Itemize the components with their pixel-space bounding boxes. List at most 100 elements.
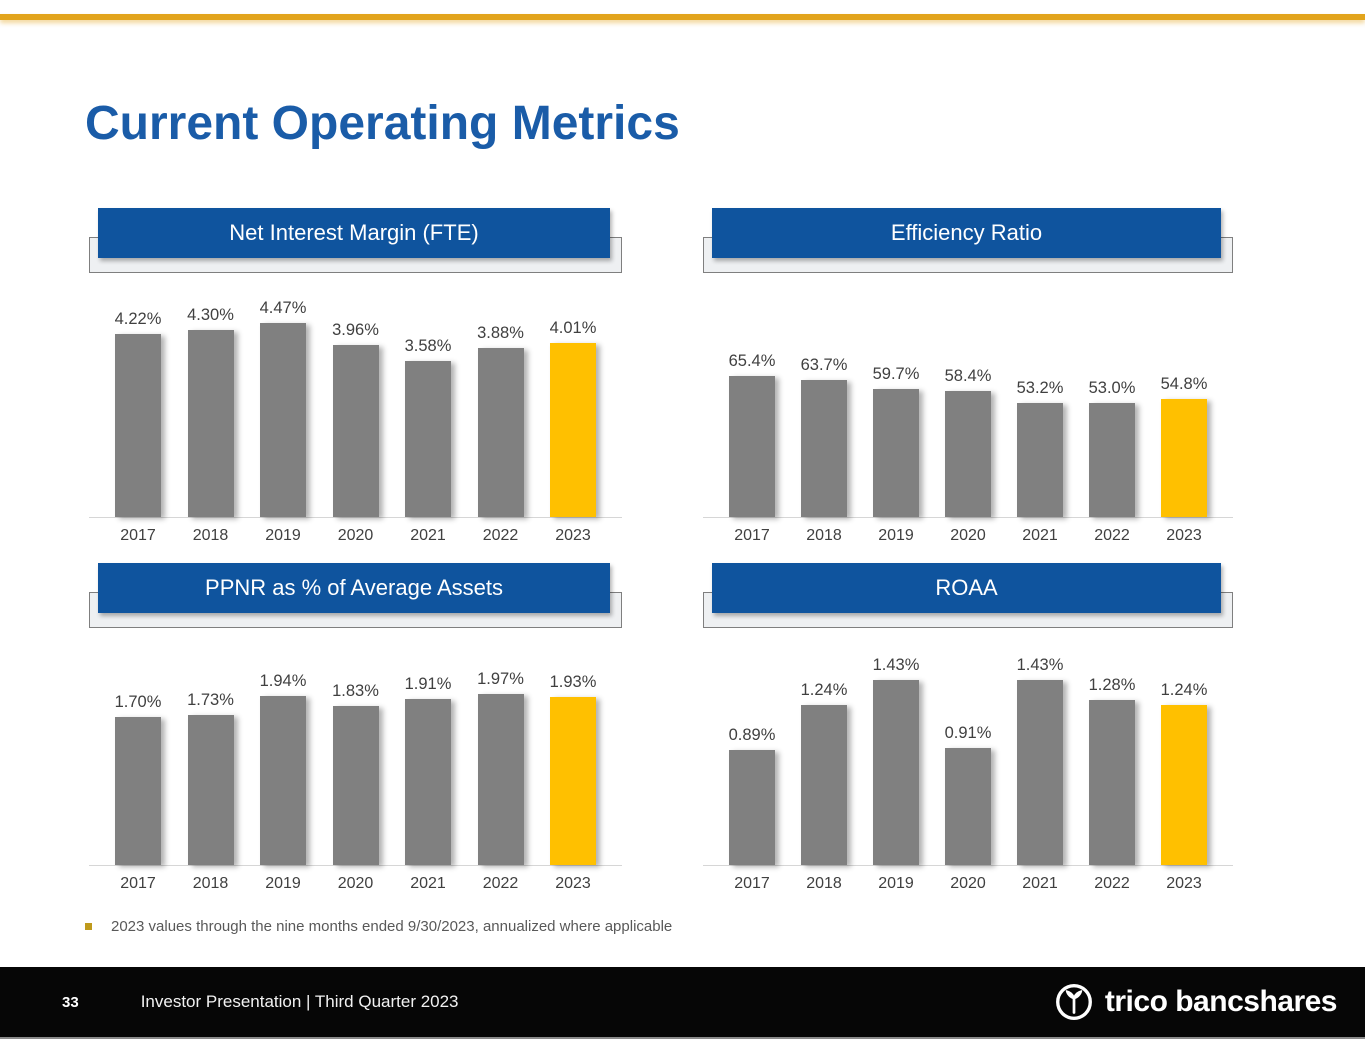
bar-2017 xyxy=(729,376,775,517)
highlight-bar-2023 xyxy=(550,697,596,865)
bar-column-2019: 4.47% xyxy=(260,299,306,517)
bar-column-2019: 1.94% xyxy=(260,672,306,865)
value-label: 53.2% xyxy=(1016,379,1064,397)
bar-column-2020: 1.83% xyxy=(332,682,379,865)
x-axis-labels: 2017 2018 2019 2020 2021 2022 2023 xyxy=(89,875,622,893)
value-label: 1.73% xyxy=(187,691,234,709)
x-axis-label-2023: 2023 xyxy=(1166,875,1202,892)
x-axis-label-2022: 2022 xyxy=(482,527,519,544)
x-axis-label-2021: 2021 xyxy=(410,875,446,892)
x-axis-label-2019: 2019 xyxy=(878,527,914,544)
chart-panel-efficiency-ratio: Efficiency Ratio 65.4% 63.7% 59.7% 58.4% 53.… xyxy=(703,208,1233,545)
chart-header: Net Interest Margin (FTE) xyxy=(89,208,622,278)
x-axis-label-2018: 2018 xyxy=(806,527,842,544)
bar-2019 xyxy=(260,696,306,865)
footnote: 2023 values through the nine months ende… xyxy=(85,918,672,935)
x-axis-labels: 2017 2018 2019 2020 2021 2022 2023 xyxy=(89,527,622,545)
bar-column-2023: 1.93% xyxy=(550,673,596,865)
value-label: 3.96% xyxy=(332,321,379,339)
bar-column-2022: 3.88% xyxy=(477,324,524,517)
bar-chart-roaa: 0.89% 1.24% 1.43% 0.91% 1.43% 1.28% 1.24% xyxy=(703,633,1233,865)
bar-column-2017: 65.4% xyxy=(729,352,775,517)
bar-2019 xyxy=(873,389,919,517)
company-logo: trico bancshares xyxy=(1053,981,1338,1023)
chart-title: PPNR as % of Average Assets xyxy=(205,575,503,600)
bar-column-2018: 1.73% xyxy=(187,691,234,865)
bar-2022 xyxy=(1089,403,1135,517)
bar-2022 xyxy=(477,348,524,517)
x-axis-label-2021: 2021 xyxy=(1022,527,1058,544)
value-label: 1.70% xyxy=(114,693,162,711)
x-axis-line xyxy=(89,865,622,866)
chart-header: PPNR as % of Average Assets xyxy=(89,563,622,633)
value-label: 1.93% xyxy=(549,673,597,691)
bar-2020 xyxy=(332,345,379,517)
highlight-bar-2023 xyxy=(1161,399,1207,517)
bar-column-2017: 1.70% xyxy=(115,693,161,865)
bar-2018 xyxy=(801,380,847,517)
bar-column-2023: 54.8% xyxy=(1161,375,1207,517)
footer-presentation-label: Investor Presentation | Third Quarter 20… xyxy=(140,992,459,1011)
value-label: 0.89% xyxy=(728,726,776,744)
bar-2018 xyxy=(801,705,847,865)
bar-column-2021: 1.43% xyxy=(1017,656,1063,865)
bar-column-2019: 1.43% xyxy=(873,656,919,865)
value-label: 53.0% xyxy=(1088,379,1136,397)
highlight-bar-2023 xyxy=(1161,705,1207,865)
x-axis-label-2018: 2018 xyxy=(192,875,229,892)
bullet-square-icon xyxy=(85,923,92,930)
bar-2021 xyxy=(405,699,451,865)
x-axis-label-2017: 2017 xyxy=(120,875,156,892)
highlight-bar-2023 xyxy=(550,343,596,517)
chart-title: Net Interest Margin (FTE) xyxy=(229,220,479,245)
chart-panel-roaa: ROAA 0.89% 1.24% 1.43% 0.91% 1.43% 1.28% 1.24%… xyxy=(703,563,1233,893)
bar-2019 xyxy=(260,323,306,517)
x-axis-labels: 2017 2018 2019 2020 2021 2022 2023 xyxy=(703,527,1233,545)
chart-header: ROAA xyxy=(703,563,1233,633)
bar-2020 xyxy=(332,706,379,865)
value-label: 1.43% xyxy=(1016,656,1064,674)
value-label: 4.30% xyxy=(187,306,234,324)
value-label: 1.24% xyxy=(800,681,848,699)
x-axis-line xyxy=(703,517,1233,518)
chart-header: Efficiency Ratio xyxy=(703,208,1233,278)
x-axis-label-2020: 2020 xyxy=(950,527,986,544)
value-label: 1.24% xyxy=(1160,681,1208,699)
value-label: 4.22% xyxy=(114,310,162,328)
bar-2018 xyxy=(187,330,234,517)
value-label: 3.88% xyxy=(477,324,524,342)
bar-column-2023: 4.01% xyxy=(550,319,596,517)
x-axis-label-2022: 2022 xyxy=(1094,875,1130,892)
x-axis-label-2018: 2018 xyxy=(806,875,842,892)
chart-title: Efficiency Ratio xyxy=(890,220,1043,245)
bar-column-2022: 1.97% xyxy=(477,670,524,865)
x-axis-label-2020: 2020 xyxy=(337,875,374,892)
bar-column-2021: 1.91% xyxy=(405,675,451,865)
bar-chart-net-interest-margin: 4.22% 4.30% 4.47% 3.96% 3.58% 3.88% 4.01% xyxy=(89,278,622,517)
x-axis-label-2023: 2023 xyxy=(555,527,591,544)
value-label: 4.47% xyxy=(259,299,307,317)
value-label: 3.58% xyxy=(404,337,452,355)
x-axis-label-2019: 2019 xyxy=(265,527,301,544)
trico-circle-leaf-icon xyxy=(1055,984,1092,1020)
chart-panel-ppnr: PPNR as % of Average Assets 1.70% 1.73% 1.… xyxy=(89,563,622,893)
bar-2021 xyxy=(405,361,451,517)
bar-2021 xyxy=(1017,680,1063,865)
page-number: 33 xyxy=(62,993,79,1011)
value-label: 0.91% xyxy=(944,724,992,742)
bar-column-2018: 4.30% xyxy=(187,306,234,517)
bar-2022 xyxy=(477,694,524,865)
bar-column-2022: 53.0% xyxy=(1089,379,1135,517)
footer-bar: 33 Investor Presentation | Third Quarter… xyxy=(0,967,1365,1039)
value-label: 1.94% xyxy=(259,672,307,690)
bar-chart-efficiency-ratio: 65.4% 63.7% 59.7% 58.4% 53.2% 53.0% 54.8% xyxy=(703,278,1233,517)
x-axis-line xyxy=(703,865,1233,866)
chart-title-bar: Efficiency Ratio xyxy=(712,208,1221,258)
x-axis-label-2019: 2019 xyxy=(878,875,914,892)
x-axis-label-2017: 2017 xyxy=(734,875,770,892)
bar-2022 xyxy=(1089,700,1135,865)
value-label: 1.91% xyxy=(404,675,452,693)
value-label: 1.83% xyxy=(332,682,379,700)
bar-2017 xyxy=(729,750,775,865)
